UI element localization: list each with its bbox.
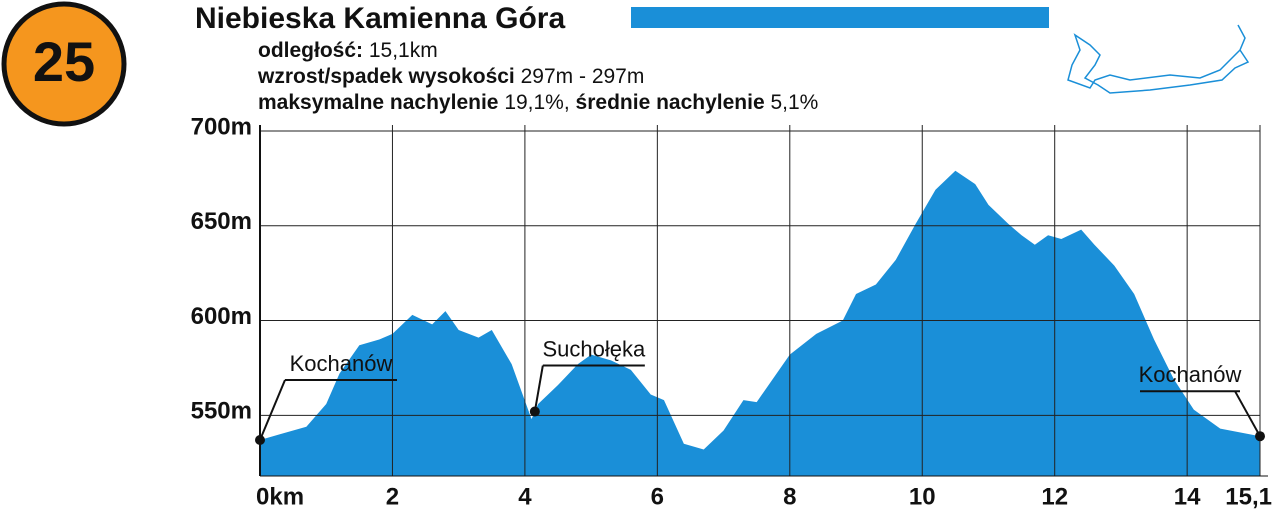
leader-line	[259, 379, 286, 441]
badge-number: 25	[33, 30, 95, 93]
x-tick-label: 8	[783, 483, 796, 510]
point	[529, 406, 540, 417]
y-tick-label: 700m	[191, 113, 252, 140]
info-line: odległość: 15,1km	[258, 39, 438, 62]
x-tick-label: 4	[518, 483, 532, 510]
annotation-label: Kochanów	[1139, 362, 1242, 387]
route-map	[1067, 24, 1250, 94]
annotation-label: Kochanów	[290, 351, 393, 376]
title: Niebieska Kamienna Góra	[195, 2, 565, 35]
info-label: wzrost/spadek wysokości	[257, 65, 515, 88]
annotation-label: Suchołęka	[542, 336, 646, 361]
badge	[1, 1, 127, 127]
leader-line	[1234, 390, 1261, 437]
info: odległość: 15,1km wzrost/spadek wysokości…	[257, 39, 818, 114]
point	[1255, 431, 1265, 442]
title-bar	[631, 7, 1049, 28]
info-value: 5,1%	[770, 91, 818, 114]
info-line: maksymalne nachylenie 19,1%, średnie nac…	[258, 91, 818, 114]
info-value: 297m - 297m	[521, 65, 645, 88]
info-value: 15,1km	[369, 39, 438, 62]
x-tick-label: 0km	[256, 483, 304, 510]
info-label: odległość:	[258, 39, 363, 62]
y-tick-label: 550m	[191, 398, 252, 425]
x-tick-label: 15,1	[1225, 483, 1272, 510]
y-tick-label: 600m	[191, 303, 252, 330]
y-tick-label: 650m	[191, 208, 252, 235]
info-label: maksymalne nachylenie	[258, 91, 498, 114]
x-tick-label: 2	[386, 483, 399, 510]
info-line: wzrost/spadek wysokości 297m - 297m	[257, 65, 644, 88]
point	[255, 434, 265, 445]
info-value: 19,1%,	[504, 91, 569, 114]
x-tick-label: 6	[651, 483, 664, 510]
x-tick-label: 12	[1041, 483, 1068, 510]
info-label: średnie nachylenie	[576, 91, 765, 114]
x-tick-label: 14	[1174, 483, 1201, 510]
plot: 550m 600m 650m 700m 0km 2 4 6 8 10 12 14 15,1 Kochanó…	[191, 113, 1272, 510]
x-tick-label: 10	[909, 483, 936, 510]
leader-line	[533, 365, 544, 412]
elevation-area	[260, 170, 1260, 477]
